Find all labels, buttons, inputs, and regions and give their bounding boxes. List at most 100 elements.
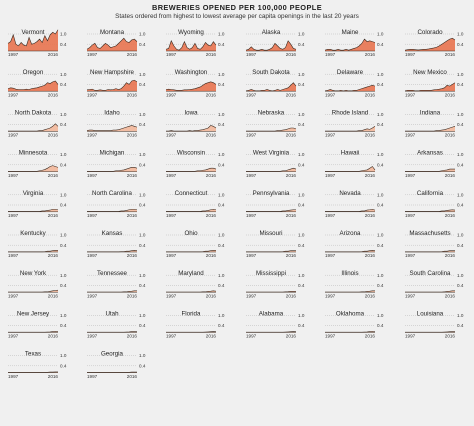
- series-line-new-mexico: [404, 82, 456, 92]
- series-line-vermont: [7, 29, 59, 47]
- x-tick-label-end: 2016: [127, 334, 138, 339]
- area-pennsylvania: [246, 209, 296, 212]
- panel-massachusetts: Massachusetts 1.0 0.4 1997 2016: [405, 230, 464, 258]
- y-tick-label: 1.0: [298, 273, 305, 278]
- area-oregon: [8, 81, 58, 92]
- panel-delaware: Delaware 1.0 0.4 1997 2016: [324, 69, 384, 97]
- x-tick-label-start: 1997: [246, 173, 257, 178]
- series-line-louisiana: [405, 331, 455, 333]
- area-michigan: [87, 167, 137, 172]
- area-hawaii: [325, 166, 375, 172]
- x-tick-label-end: 2016: [445, 293, 456, 298]
- state-name-missouri: Missouri: [259, 230, 282, 237]
- x-tick-label-end: 2016: [206, 334, 217, 339]
- series-line-rhode-island: [325, 126, 376, 132]
- x-tick-label-end: 2016: [365, 334, 376, 339]
- y-tick-label: 0.4: [139, 283, 146, 288]
- y-tick-label: 0.4: [298, 203, 305, 208]
- area-vermont: [8, 29, 58, 51]
- y-tick-label: 1.0: [218, 313, 225, 318]
- area-colorado: [405, 38, 455, 51]
- y-tick-label: 0.4: [457, 243, 464, 248]
- y-tick-label: 0.4: [60, 162, 67, 167]
- y-tick-label: 1.0: [218, 152, 225, 157]
- series-line-north-dakota: [8, 123, 59, 132]
- x-tick-label-end: 2016: [445, 52, 456, 57]
- panel-washington: Washington 1.0 0.4 1997 2016: [165, 69, 225, 97]
- panel-louisiana: Louisiana 1.0 0.4 1997 2016: [405, 310, 464, 339]
- x-tick-label-start: 1997: [8, 334, 19, 339]
- x-tick-label-start: 1997: [325, 213, 336, 218]
- x-tick-label-end: 2016: [445, 334, 456, 339]
- panel-arkansas: Arkansas 1.0 0.4 1997 2016: [405, 150, 464, 178]
- state-name-new-jersey: New Jersey: [17, 310, 50, 317]
- state-name-alabama: Alabama: [259, 310, 284, 317]
- x-tick-label-end: 2016: [48, 334, 59, 339]
- x-tick-label-end: 2016: [206, 253, 217, 258]
- area-wyoming: [166, 40, 216, 51]
- x-tick-label-end: 2016: [365, 293, 376, 298]
- x-tick-label-end: 2016: [206, 92, 217, 97]
- x-tick-label-end: 2016: [365, 173, 376, 178]
- x-tick-label-start: 1997: [87, 52, 98, 57]
- area-wisconsin: [166, 168, 216, 172]
- x-tick-label-end: 2016: [206, 213, 217, 218]
- series-line-minnesota: [8, 165, 59, 172]
- x-tick-label-end: 2016: [365, 92, 376, 97]
- panel-new-jersey: New Jersey 1.0 0.4 1997 2016: [8, 310, 67, 339]
- state-name-alaska: Alaska: [262, 29, 281, 36]
- area-alaska: [246, 40, 296, 51]
- x-tick-label-end: 2016: [48, 92, 59, 97]
- panel-maine: Maine 1.0 0.4 1997 2016: [324, 29, 384, 57]
- x-tick-label-end: 2016: [127, 52, 138, 57]
- series-line-michigan: [87, 167, 138, 172]
- panel-virginia: Virginia 1.0 0.4 1997 2016: [8, 190, 67, 218]
- y-tick-label: 1.0: [218, 273, 225, 278]
- x-tick-label-end: 2016: [206, 173, 217, 178]
- state-name-massachusetts: Massachusetts: [409, 230, 450, 237]
- state-name-montana: Montana: [100, 29, 125, 36]
- state-name-utah: Utah: [105, 310, 119, 317]
- y-tick-label: 0.4: [218, 42, 225, 47]
- x-tick-label-end: 2016: [48, 213, 59, 218]
- series-line-new-jersey: [8, 331, 59, 333]
- y-tick-label: 1.0: [60, 72, 67, 77]
- panel-hawaii: Hawaii 1.0 0.4 1997 2016: [325, 150, 384, 178]
- x-tick-label-start: 1997: [325, 52, 336, 57]
- panel-new-hampshire: New Hampshire 1.0 0.4 1997 2016: [86, 69, 146, 97]
- state-name-mississippi: Mississippi: [256, 270, 286, 277]
- y-tick-label: 1.0: [298, 192, 305, 197]
- x-tick-label-end: 2016: [286, 92, 297, 97]
- y-tick-label: 0.4: [139, 203, 146, 208]
- state-name-maine: Maine: [342, 29, 359, 36]
- state-name-new-mexico: New Mexico: [413, 69, 447, 76]
- state-name-iowa: Iowa: [184, 109, 198, 116]
- area-north-carolina: [87, 209, 137, 212]
- y-tick-label: 1.0: [377, 233, 384, 238]
- y-tick-label: 0.4: [377, 283, 384, 288]
- y-tick-label: 1.0: [457, 72, 464, 77]
- y-tick-label: 1.0: [377, 273, 384, 278]
- y-tick-label: 0.4: [298, 243, 305, 248]
- y-tick-label: 0.4: [218, 323, 225, 328]
- x-tick-label-start: 1997: [405, 92, 416, 97]
- state-name-washington: Washington: [175, 69, 208, 76]
- panel-west-virginia: West Virginia 1.0 0.4 1997 2016: [246, 150, 305, 178]
- state-name-indiana: Indiana: [420, 109, 441, 116]
- panel-maryland: Maryland 1.0 0.4 1997 2016: [166, 270, 225, 298]
- y-tick-label: 1.0: [60, 32, 67, 37]
- x-tick-label-end: 2016: [445, 253, 456, 258]
- state-name-california: California: [417, 190, 444, 197]
- series-line-connecticut: [166, 208, 217, 212]
- panel-illinois: Illinois 1.0 0.4 1997 2016: [325, 270, 384, 298]
- x-tick-label-end: 2016: [206, 52, 217, 57]
- area-rhode-island: [325, 126, 375, 132]
- y-tick-label: 0.4: [457, 283, 464, 288]
- x-tick-label-start: 1997: [405, 213, 416, 218]
- y-tick-label: 0.4: [377, 82, 384, 87]
- x-tick-label-end: 2016: [48, 133, 59, 138]
- series-line-hawaii: [325, 166, 376, 172]
- series-line-south-dakota: [245, 82, 297, 92]
- series-line-alabama: [246, 331, 297, 333]
- x-tick-label-end: 2016: [48, 293, 59, 298]
